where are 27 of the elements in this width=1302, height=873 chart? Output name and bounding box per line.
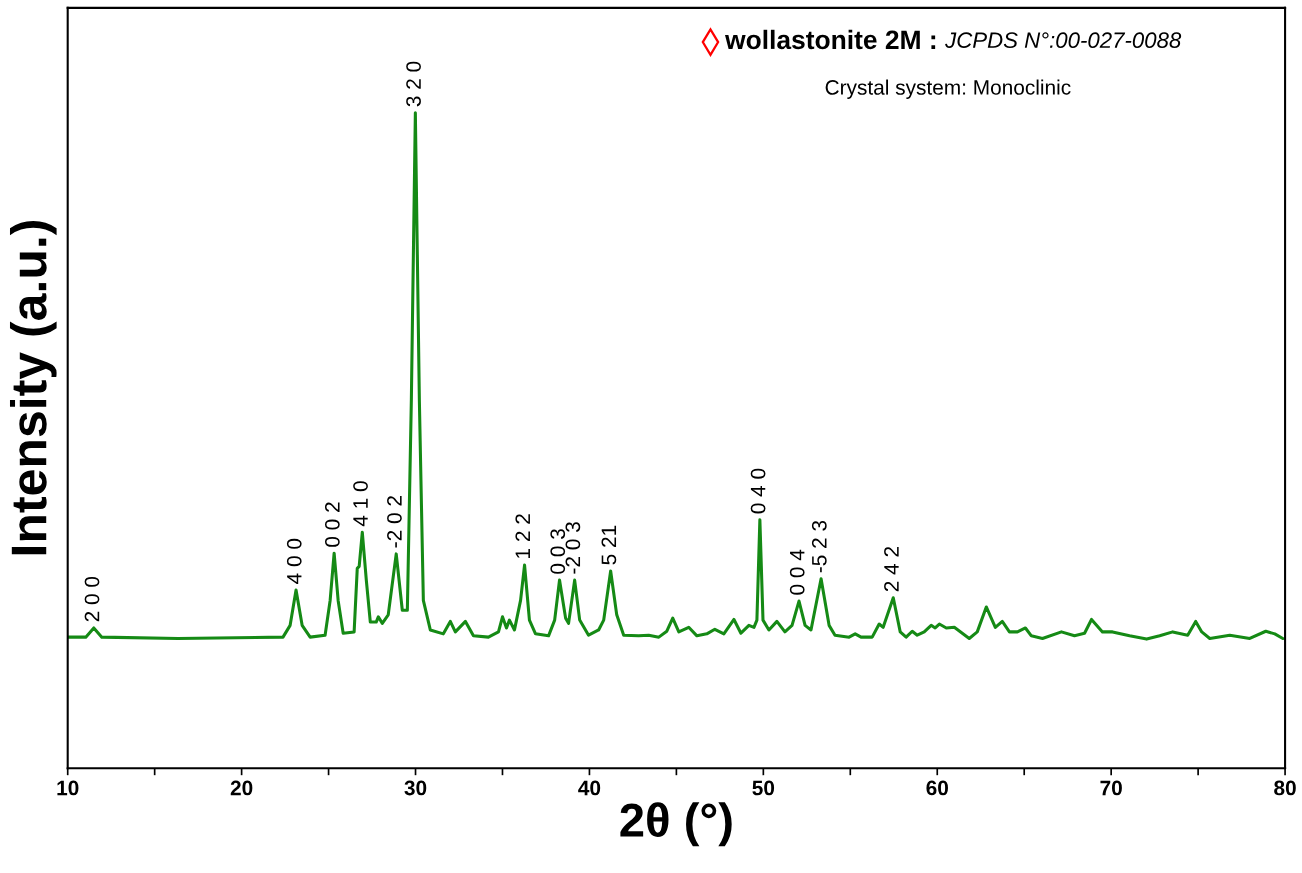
text: wollastonite 2M : <box>725 29 936 50</box>
annotation: -2 0 2 <box>387 496 402 548</box>
annotation: 1 2 2 <box>515 514 530 558</box>
x-axis-title: 2θ (°) <box>620 802 732 847</box>
annotation: 2 4 2 <box>884 546 899 592</box>
x-tick-label: 40 <box>578 780 601 796</box>
annotation: -5 2 3 <box>811 520 827 573</box>
x-tick-label: 30 <box>404 780 427 796</box>
x-tick-label: 80 <box>1274 780 1296 796</box>
x-tick-label: 10 <box>57 780 79 796</box>
annotation: 5 21 <box>601 525 617 565</box>
annotation: 0 0 4 <box>789 549 805 595</box>
x-tick-label: 50 <box>752 780 775 796</box>
y-axis-title: Intensity (a.u.) <box>9 221 57 555</box>
annotation: 0 0 2 <box>324 502 340 547</box>
x-tick-label: 70 <box>1100 780 1122 796</box>
x-tick-label: 20 <box>230 780 253 796</box>
annotation: 3 2 0 <box>406 61 421 107</box>
text: Crystal system: Monoclinic <box>825 79 1071 99</box>
annotation: 0 4 0 <box>750 468 766 514</box>
annotation: 2 0 0 <box>84 576 100 622</box>
x-tick-label: 60 <box>926 780 948 796</box>
annotation: 0 0 3 <box>550 529 566 574</box>
text: JCPDS N°:00-027-0088 <box>945 32 1182 49</box>
annotation: -2 0 3 <box>565 522 581 574</box>
annotation: 4 0 0 <box>286 538 302 584</box>
annotation: 4 1 0 <box>353 481 368 527</box>
